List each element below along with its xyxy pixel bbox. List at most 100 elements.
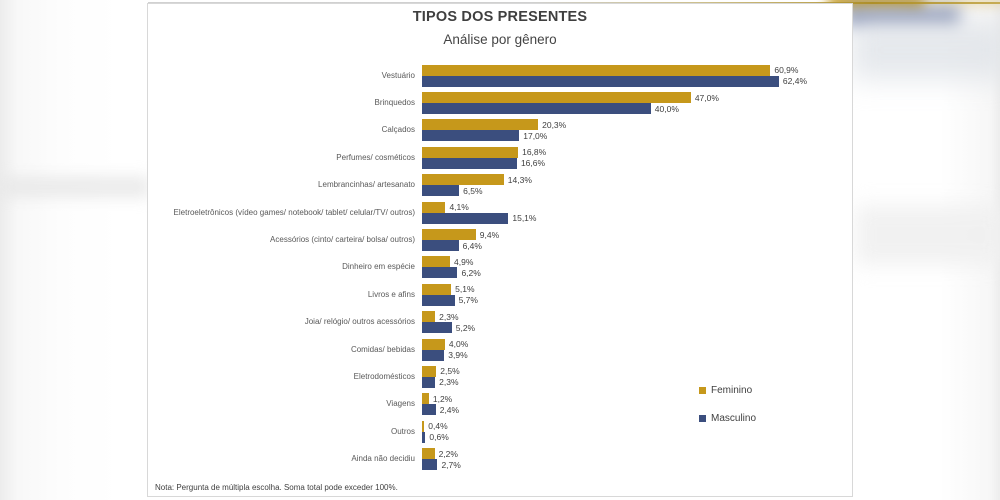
bar-feminino [422,256,451,268]
bar-pair: 5,1% 5,7% [422,283,478,306]
chart-row: Acessórios (cinto/ carteira/ bolsa/ outr… [148,226,852,253]
category-label-cell: Vestuário [148,71,422,81]
bar-line-feminino: 14,3% [422,174,532,186]
chart-subtitle: Análise por gênero [443,32,557,47]
category-label-cell: Lembrancinhas/ artesanato [148,180,422,190]
bar-feminino [422,448,435,460]
value-label: 2,3% [439,377,459,388]
feminino-swatch-icon [699,387,706,394]
bar-pair: 4,0% 3,9% [422,338,468,361]
bar-feminino [422,92,691,104]
chart-row: Joia/ relógio/ outros acessórios 2,3% 5,2% [148,309,852,336]
bar-pair: 2,3% 5,2% [422,311,475,334]
bar-line-feminino: 4,9% [422,256,481,268]
value-label: 20,3% [542,119,567,130]
category-label-cell: Perfumes/ cosméticos [148,153,422,163]
category-label-cell: Eletroeletrônicos (vídeo games/ notebook… [148,208,422,218]
category-label: Comidas/ bebidas [350,344,415,354]
value-label: 14,3% [507,174,532,185]
bar-line-feminino: 2,3% [422,311,475,323]
category-label: Joia/ relógio/ outros acessórios [304,317,415,327]
value-label: 17,0% [523,130,548,141]
bar-line-feminino: 4,0% [422,338,468,350]
value-label: 3,9% [448,350,468,361]
category-label: Dinheiro em espécie [342,262,415,272]
value-label: 60,9% [774,65,799,76]
category-label: Perfumes/ cosméticos [336,152,415,162]
bar-pair: 16,8% 16,6% [422,146,546,169]
chart-row: Comidas/ bebidas 4,0% 3,9% [148,336,852,363]
bar-pair: 1,2% 2,4% [422,393,459,416]
category-label-cell: Joia/ relógio/ outros acessórios [148,317,422,327]
chart-note: Nota: Pergunta de múltipla escolha. Soma… [155,483,398,492]
chart-panel: TIPOS DOS PRESENTES Análise por gênero V… [147,3,853,497]
bar-masculino [422,130,520,142]
blurred-haze [850,20,1000,80]
legend-label-feminino: Feminino [711,385,753,396]
category-label: Eletroeletrônicos (vídeo games/ notebook… [173,207,415,217]
value-label: 5,1% [455,284,475,295]
bar-pair: 9,4% 6,4% [422,229,499,252]
category-label-cell: Livros e afins [148,290,422,300]
bar-masculino [422,267,458,279]
bar-feminino [422,174,504,186]
chart-row: Outros 0,4% 0,6% [148,418,852,445]
bar-masculino [422,212,509,224]
bar-line-masculino: 6,2% [422,267,481,279]
value-label: 2,5% [440,366,460,377]
category-label: Outros [390,426,415,436]
bar-line-masculino: 16,6% [422,157,546,169]
category-label: Eletrodomésticos [353,371,415,381]
value-label: 2,2% [438,448,458,459]
chart-row: Perfumes/ cosméticos 16,8% 16,6% [148,144,852,171]
bar-feminino [422,229,476,241]
bar-feminino [422,64,771,76]
legend-label-masculino: Masculino [711,413,757,424]
bar-pair: 14,3% 6,5% [422,174,532,197]
category-label-cell: Calçados [148,125,422,135]
value-label: 47,0% [694,92,719,103]
chart-row: Vestuário 60,9% 62,4% [148,62,852,89]
value-label: 5,7% [458,295,478,306]
category-label: Calçados [381,125,415,135]
bar-masculino [422,376,436,388]
bar-pair: 20,3% 17,0% [422,119,567,142]
bar-masculino [422,459,438,471]
bar-line-feminino: 2,5% [422,365,460,377]
chart-row: Brinquedos 47,0% 40,0% [148,89,852,116]
bar-line-masculino: 62,4% [422,75,808,87]
value-label: 4,1% [449,202,469,213]
bar-feminino [422,283,452,295]
bar-line-masculino: 6,4% [422,240,499,252]
masculino-swatch-icon [699,415,706,422]
value-label: 0,4% [428,421,448,432]
value-label: 62,4% [782,76,808,87]
plot-area: Vestuário 60,9% 62,4% Brinquedos 47,0% 40,0% C… [148,62,852,473]
value-label: 6,2% [461,267,481,278]
bar-pair: 4,9% 6,2% [422,256,481,279]
chart-row: Calçados 20,3% 17,0% [148,117,852,144]
bar-line-masculino: 6,5% [422,185,532,197]
category-label-cell: Dinheiro em espécie [148,262,422,272]
value-label: 2,7% [441,459,461,470]
category-label-cell: Acessórios (cinto/ carteira/ bolsa/ outr… [148,235,422,245]
bar-line-masculino: 2,4% [422,404,459,416]
category-label-cell: Eletrodomésticos [148,372,422,382]
value-label: 40,0% [654,103,679,114]
bar-feminino [422,393,429,405]
bar-masculino [422,431,426,443]
legend-item-feminino: Feminino [699,385,756,396]
bar-line-feminino: 4,1% [422,201,536,213]
chart-row: Dinheiro em espécie 4,9% 6,2% [148,254,852,281]
bar-pair: 2,5% 2,3% [422,365,460,388]
bar-line-feminino: 9,4% [422,229,499,241]
bar-masculino [422,240,459,252]
legend-item-masculino: Masculino [699,413,756,424]
category-label: Vestuário [381,70,415,80]
bar-pair: 4,1% 15,1% [422,201,536,224]
bar-masculino [422,103,651,115]
category-label-cell: Ainda não decidiu [148,454,422,464]
bar-feminino [422,420,425,432]
category-label: Ainda não decidiu [351,454,415,464]
bar-masculino [422,185,460,197]
